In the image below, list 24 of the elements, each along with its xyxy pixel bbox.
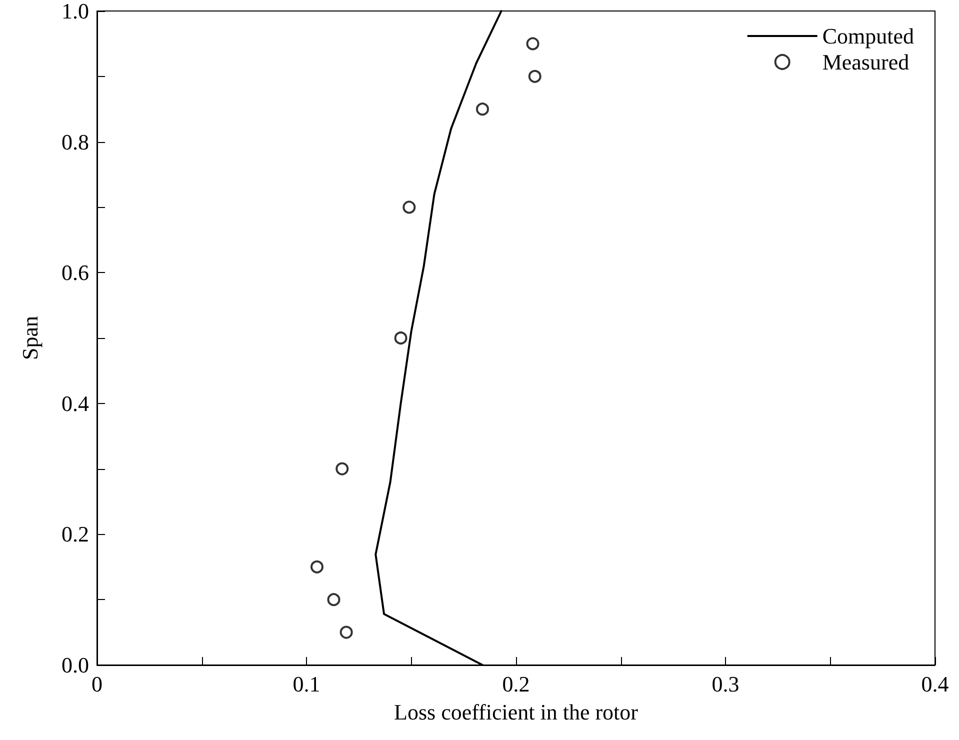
y-tick-label: 0.2 [62,522,89,547]
x-tick-label: 0.1 [292,672,320,696]
y-tick-label: 0.0 [62,652,89,678]
point [394,332,408,344]
legend-label: Measured [822,50,910,74]
legend-label: Computed [822,24,914,48]
point [340,626,353,639]
point [310,560,324,574]
point [528,70,542,83]
x-tick-label: 0.2 [502,672,530,696]
y-tick-label: 0.6 [62,260,89,286]
x-tick-label: 0.4 [921,672,949,696]
x-tick-label: 0 [92,672,102,696]
x-tick-label: 0.3 [712,672,740,696]
y-axis-title: Span [18,316,42,360]
y-tick-label: 0.4 [62,390,89,416]
point [526,37,540,50]
point [336,462,349,476]
point [402,200,416,214]
x-axis-title: Loss coefficient in the rotor [394,700,639,724]
y-tick-label: 1.0 [62,0,89,24]
point [327,593,340,606]
y-tick-label: 0.8 [62,129,89,154]
point [476,102,489,116]
